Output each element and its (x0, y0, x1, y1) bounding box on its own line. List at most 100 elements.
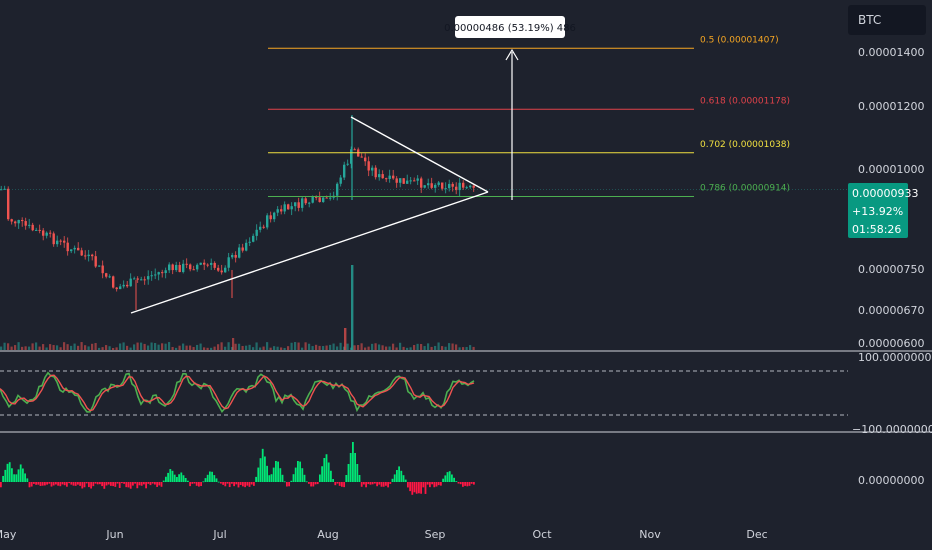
histogram-bar (455, 481, 458, 482)
volume-bar (399, 342, 402, 350)
candle-body (105, 273, 108, 277)
price-tick-label: 0.00001400 (858, 46, 924, 59)
volume-bar (241, 345, 244, 350)
volume-bar (189, 345, 192, 350)
histogram-bar (332, 479, 334, 482)
candle-body (259, 226, 262, 230)
price-axis[interactable]: 0.00001400 0.00001200 0.00001000 0.00000… (858, 46, 924, 350)
candle-body (378, 174, 381, 178)
candle-body (14, 221, 17, 224)
histogram-bar (387, 482, 389, 488)
histogram-bar (101, 482, 103, 487)
histogram-bar (259, 458, 262, 482)
volume-bar (290, 342, 293, 350)
histogram-bar (167, 472, 169, 482)
candle-body (63, 240, 66, 243)
candle-body (462, 182, 465, 188)
symbol-badge-bg[interactable] (848, 5, 926, 35)
candle-body (385, 178, 388, 180)
candle-body (115, 287, 118, 290)
candle-body (77, 247, 80, 251)
histogram-bar (356, 464, 359, 482)
volume-bar (255, 342, 258, 350)
histogram-bar (79, 482, 81, 486)
histogram-bar (213, 475, 216, 482)
candle-body (140, 279, 143, 281)
histogram-bar (448, 471, 451, 482)
histogram-bar (74, 482, 77, 486)
histogram-bar (301, 468, 304, 482)
histogram-bar (37, 482, 40, 485)
histogram-bar (222, 482, 224, 485)
volume-bar (73, 343, 76, 350)
candle-body (329, 197, 332, 199)
histogram-bar (321, 466, 323, 482)
histogram-bar (404, 479, 407, 482)
candle-body (178, 264, 181, 273)
candle-body (220, 270, 223, 273)
measure-callout-text: 0.00000486 (53.19%) 486 (444, 23, 576, 34)
fib-level-label: 0.702 (0.00001038) (700, 140, 790, 150)
histogram-bar (50, 482, 53, 487)
candle-body (336, 183, 339, 196)
last-price-badge: 0.00000933 +13.92% 01:58:26 (848, 183, 918, 238)
volume-bar (402, 346, 405, 350)
histogram-bar (94, 482, 97, 484)
volume-bar (213, 346, 216, 350)
histogram-bar (204, 478, 207, 482)
histogram-panel (0, 442, 475, 495)
candle-body (430, 183, 433, 188)
volume-bar (185, 345, 188, 350)
candlestick-series (0, 115, 848, 310)
symbol-badge[interactable]: BTC (848, 5, 926, 35)
candle-body (31, 224, 34, 231)
histogram-bar (371, 482, 374, 485)
histogram-zero-label: 0.00000000 (858, 474, 924, 487)
histogram-bar (33, 482, 35, 484)
candle-body (406, 180, 409, 184)
candle-body (395, 178, 398, 183)
histogram-bar (292, 474, 295, 482)
histogram-bar (310, 482, 312, 487)
volume-bar (133, 344, 136, 350)
candle-body (210, 262, 213, 265)
volume-bar (266, 342, 269, 350)
candle-body (458, 182, 461, 191)
volume-bar (59, 347, 62, 350)
histogram-bar (442, 478, 444, 482)
candle-body (87, 254, 90, 257)
triangle-pattern (130, 116, 489, 314)
histogram-bar (407, 482, 409, 488)
volume-bar (353, 345, 356, 350)
volume-bar (311, 346, 314, 350)
volume-bar (472, 346, 475, 350)
volume-bar (269, 347, 272, 350)
candle-body (206, 264, 209, 266)
candle-body (66, 242, 69, 252)
histogram-bar (382, 482, 385, 487)
candle-body (402, 178, 405, 184)
histogram-bar (431, 482, 433, 485)
histogram-bar (127, 482, 130, 488)
volume-bar (395, 347, 398, 350)
candle-body (269, 215, 272, 220)
histogram-bar (464, 482, 466, 486)
volume-bar (91, 343, 94, 350)
candle-body (24, 221, 27, 226)
volume-bar (56, 345, 59, 350)
time-axis[interactable]: May Jun Jul Aug Sep Oct Nov Dec (0, 528, 768, 541)
candle-body (437, 182, 440, 185)
volume-bar (126, 345, 129, 350)
volume-bar (161, 343, 164, 350)
candle-body (472, 185, 475, 188)
histogram-bar (462, 482, 464, 487)
histogram-bar (4, 469, 7, 482)
histogram-bar (426, 482, 429, 485)
price-tick-label: 0.00001200 (858, 100, 924, 113)
volume-bar (238, 343, 241, 350)
time-tick-label: Jun (105, 528, 123, 541)
histogram-bar (270, 474, 273, 482)
volume-bar (232, 338, 235, 350)
